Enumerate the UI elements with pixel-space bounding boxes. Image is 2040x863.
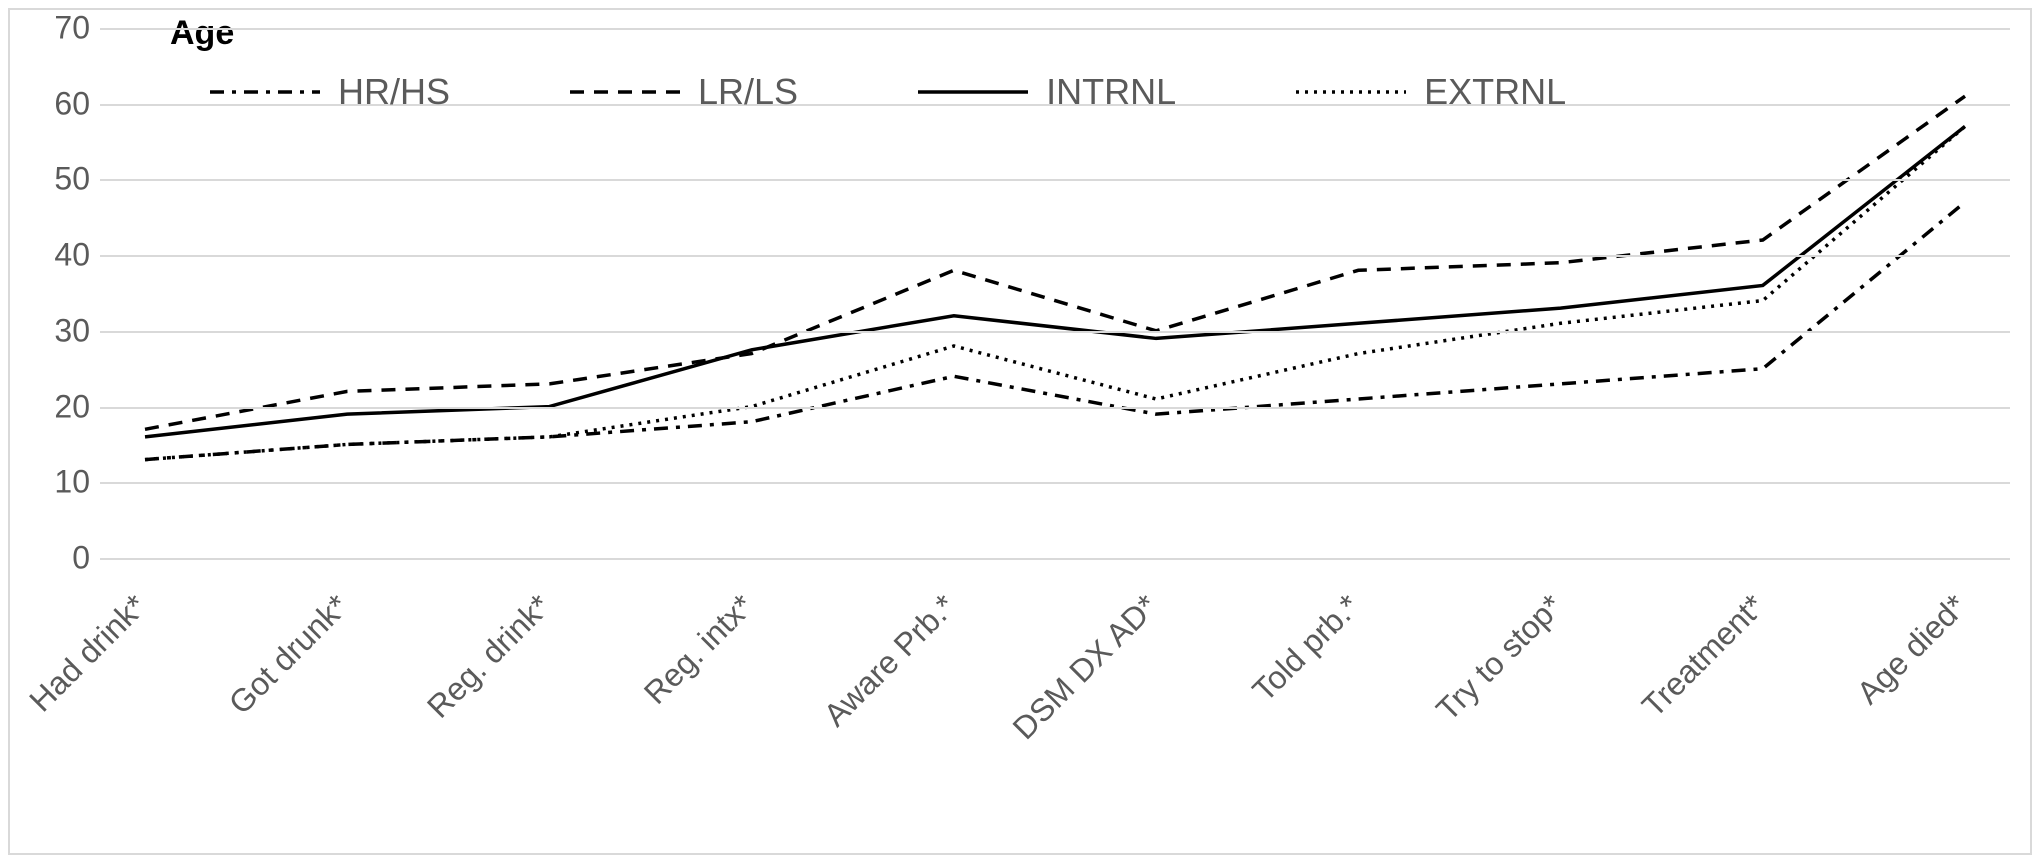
legend-label: LR/LS <box>698 71 798 113</box>
y-axis-title: Age <box>170 14 234 53</box>
y-tick-label: 60 <box>40 85 90 122</box>
legend-swatch <box>570 72 680 112</box>
x-tick-label: Reg. drink* <box>349 587 559 797</box>
y-tick-label: 10 <box>40 464 90 501</box>
legend-swatch <box>918 72 1028 112</box>
legend-swatch <box>210 72 320 112</box>
legend-swatch <box>1296 72 1406 112</box>
x-tick-label: Told prb.* <box>1157 587 1367 797</box>
y-tick-label: 70 <box>40 10 90 47</box>
gridline <box>100 331 2010 333</box>
gridline <box>100 558 2010 560</box>
legend: HR/HS LR/LS INTRNL EXTRNL <box>210 62 1910 122</box>
chart-container: Age 0 10 20 30 40 50 60 70 HR/HS LR/LS INTRNL EXTR… <box>8 8 2032 855</box>
legend-item-intrnl: INTRNL <box>918 71 1176 113</box>
gridline <box>100 179 2010 181</box>
gridline <box>100 255 2010 257</box>
series-line-lr-ls <box>145 96 1965 429</box>
x-tick-label: Aware Prb.* <box>753 587 963 797</box>
gridline <box>100 482 2010 484</box>
x-tick-label: Had drink* <box>0 587 154 797</box>
legend-label: HR/HS <box>338 71 450 113</box>
x-tick-label: Treatment* <box>1562 587 1772 797</box>
legend-item-lr-ls: LR/LS <box>570 71 798 113</box>
y-tick-label: 30 <box>40 312 90 349</box>
x-tick-label: DSM DX AD* <box>955 587 1165 797</box>
x-tick-label: Reg. intx* <box>551 587 761 797</box>
legend-item-hr-hs: HR/HS <box>210 71 450 113</box>
legend-label: INTRNL <box>1046 71 1176 113</box>
gridline <box>100 28 2010 30</box>
y-tick-label: 20 <box>40 388 90 425</box>
y-tick-label: 50 <box>40 161 90 198</box>
gridline <box>100 407 2010 409</box>
legend-label: EXTRNL <box>1424 71 1566 113</box>
y-tick-label: 40 <box>40 237 90 274</box>
x-tick-label: Try to stop* <box>1360 587 1570 797</box>
y-tick-label: 0 <box>40 540 90 577</box>
legend-item-extrnl: EXTRNL <box>1296 71 1566 113</box>
x-tick-label: Age died* <box>1764 587 1974 797</box>
x-tick-label: Got drunk* <box>146 587 356 797</box>
